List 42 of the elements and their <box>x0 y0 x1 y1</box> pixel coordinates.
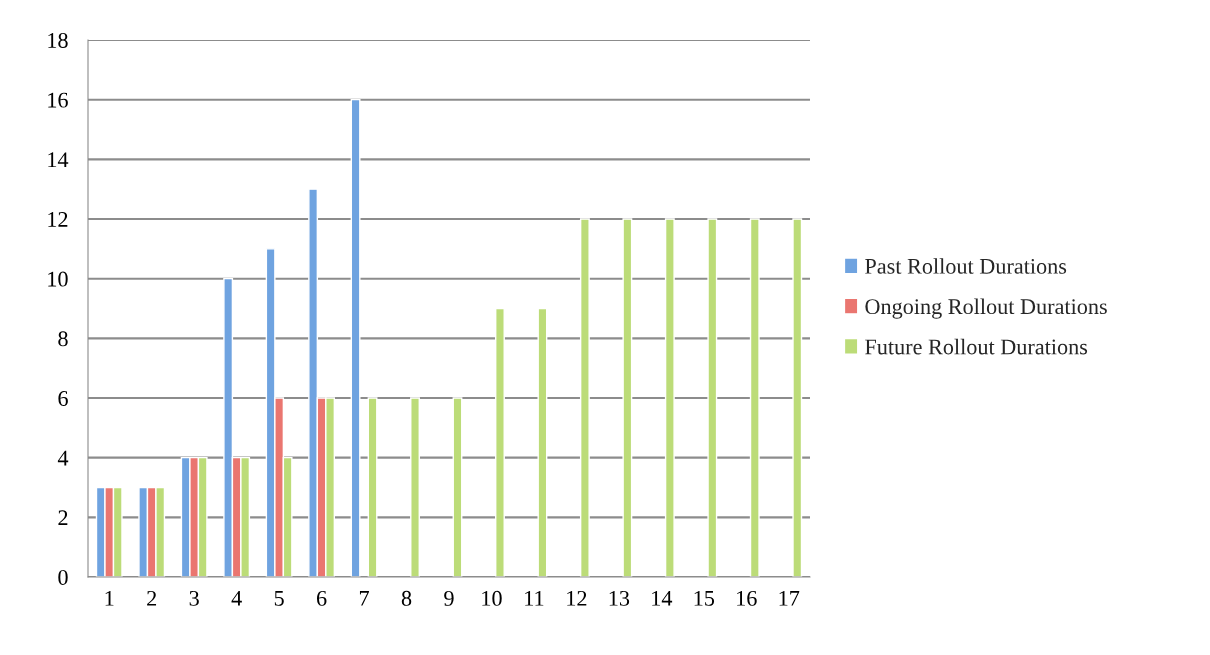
y-tick-label: 2 <box>58 510 68 526</box>
legend-label: Ongoing Rollout Durations <box>865 298 1107 319</box>
bar <box>707 218 718 577</box>
x-tick-label: 16 <box>737 590 757 606</box>
y-tick-label: 8 <box>58 331 68 347</box>
bar <box>749 218 760 577</box>
y-tick-label: 12 <box>48 211 68 227</box>
y-tick-label: 6 <box>58 390 68 406</box>
y-tick-label: 16 <box>48 92 68 108</box>
y-tick-label: 10 <box>48 271 68 287</box>
bar <box>367 397 378 577</box>
x-tick-label: 11 <box>525 590 544 606</box>
bar <box>410 397 420 577</box>
x-tick-label: 9 <box>444 590 454 606</box>
legend-label: Past Rollout Durations <box>865 258 1067 274</box>
y-tick-label: 0 <box>58 569 68 585</box>
bar <box>579 218 590 577</box>
bar <box>537 307 548 577</box>
x-tick-label: 8 <box>401 590 412 606</box>
y-tick-label: 18 <box>48 32 68 48</box>
x-tick-label: 7 <box>359 591 369 606</box>
x-tick-label: 15 <box>694 590 715 606</box>
bar <box>622 218 633 577</box>
x-tick-label: 1 <box>105 590 114 606</box>
x-tick-label: 6 <box>316 590 327 606</box>
y-tick-label: 4 <box>57 450 69 466</box>
bar <box>350 98 361 577</box>
x-tick-label: 2 <box>147 590 157 606</box>
x-tick-label: 5 <box>274 591 284 606</box>
x-tick-label: 12 <box>567 590 587 606</box>
x-tick-label: 3 <box>189 590 199 606</box>
bar <box>792 218 803 577</box>
x-tick-label: 17 <box>779 590 800 606</box>
legend-label: Future Rollout Durations <box>865 338 1088 355</box>
y-tick-label: 14 <box>48 152 69 168</box>
x-tick-label: 4 <box>231 590 242 606</box>
bar <box>664 218 675 577</box>
x-tick-label: 13 <box>609 590 630 606</box>
bar <box>495 307 505 577</box>
x-tick-label: 10 <box>482 590 502 606</box>
bar <box>452 397 463 577</box>
x-tick-label: 14 <box>652 590 673 606</box>
